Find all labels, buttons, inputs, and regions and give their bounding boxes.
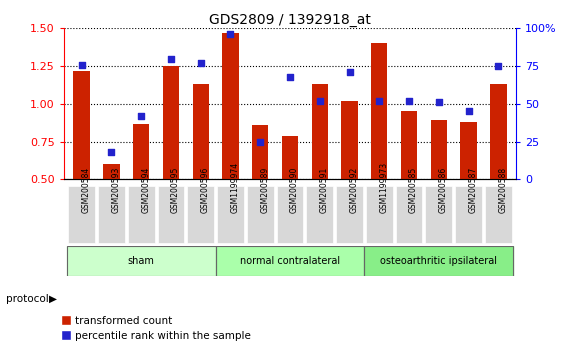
Bar	[163, 66, 179, 255]
FancyBboxPatch shape	[455, 186, 482, 242]
Point	[464, 109, 473, 114]
Text: GSM200592: GSM200592	[350, 166, 358, 213]
Point	[166, 56, 176, 61]
Point	[434, 99, 444, 105]
Text: GSM1199974: GSM1199974	[230, 161, 240, 213]
Point	[226, 32, 235, 37]
FancyBboxPatch shape	[187, 186, 214, 242]
Point	[77, 62, 86, 67]
Text: GSM1199973: GSM1199973	[379, 161, 388, 213]
FancyBboxPatch shape	[396, 186, 422, 242]
Text: GSM200593: GSM200593	[111, 166, 121, 213]
Bar	[67, 246, 216, 276]
Bar	[252, 125, 269, 255]
Text: GSM200590: GSM200590	[290, 166, 299, 213]
Bar	[67, 246, 216, 276]
FancyBboxPatch shape	[128, 186, 155, 242]
Legend: transformed count, percentile rank within the sample: transformed count, percentile rank withi…	[57, 312, 255, 345]
Point	[256, 139, 265, 144]
Bar	[216, 246, 364, 276]
Text: GSM200594: GSM200594	[141, 166, 150, 213]
Point	[136, 113, 146, 119]
FancyBboxPatch shape	[277, 186, 303, 242]
FancyBboxPatch shape	[366, 186, 393, 242]
Bar	[364, 246, 513, 276]
Point	[494, 63, 503, 69]
FancyBboxPatch shape	[247, 186, 274, 242]
Text: normal contralateral: normal contralateral	[240, 256, 340, 266]
Text: GSM200586: GSM200586	[439, 166, 448, 213]
Text: GSM200588: GSM200588	[498, 166, 508, 213]
Point	[404, 98, 414, 104]
Text: protocol: protocol	[6, 294, 49, 304]
FancyBboxPatch shape	[217, 186, 244, 242]
Bar	[371, 44, 387, 255]
Bar	[430, 120, 447, 255]
FancyBboxPatch shape	[485, 186, 512, 242]
FancyBboxPatch shape	[158, 186, 184, 242]
Text: osteoarthritic ipsilateral: osteoarthritic ipsilateral	[380, 256, 497, 266]
Point	[196, 60, 205, 66]
Text: ▶: ▶	[49, 294, 57, 304]
FancyBboxPatch shape	[336, 186, 363, 242]
Bar	[490, 84, 506, 255]
Bar	[222, 33, 238, 255]
Bar	[364, 246, 513, 276]
Bar	[342, 101, 358, 255]
FancyBboxPatch shape	[68, 186, 95, 242]
Point	[315, 98, 324, 104]
Point	[345, 69, 354, 75]
Point	[375, 98, 384, 104]
Bar	[216, 246, 364, 276]
Bar	[401, 112, 417, 255]
FancyBboxPatch shape	[98, 186, 125, 242]
FancyBboxPatch shape	[425, 186, 452, 242]
Bar	[74, 71, 90, 255]
Bar	[461, 122, 477, 255]
Text: GSM200584: GSM200584	[82, 166, 90, 213]
Point	[107, 149, 116, 155]
Bar	[103, 164, 119, 255]
Text: GSM200587: GSM200587	[469, 166, 477, 213]
Bar	[193, 84, 209, 255]
Bar	[282, 136, 298, 255]
Point	[285, 74, 295, 80]
Text: GSM200589: GSM200589	[260, 166, 269, 213]
Bar	[133, 124, 150, 255]
FancyBboxPatch shape	[306, 186, 333, 242]
Bar	[311, 84, 328, 255]
Text: GSM200595: GSM200595	[171, 166, 180, 213]
Title: GDS2809 / 1392918_at: GDS2809 / 1392918_at	[209, 13, 371, 27]
Text: GSM200596: GSM200596	[201, 166, 210, 213]
Text: sham: sham	[128, 256, 155, 266]
Text: GSM200585: GSM200585	[409, 166, 418, 213]
Text: GSM200591: GSM200591	[320, 166, 329, 213]
